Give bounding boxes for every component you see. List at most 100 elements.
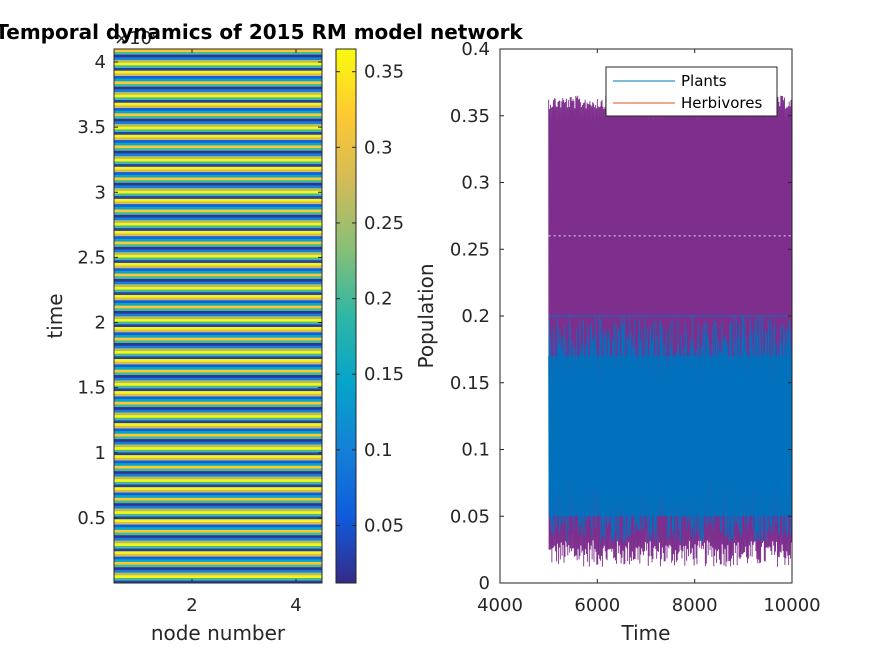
heatmap-stripe: [114, 62, 322, 66]
heatmap-stripe: [114, 97, 322, 101]
heatmap-stripe: [114, 134, 322, 138]
heatmap-y-label: time: [43, 293, 67, 338]
heatmap-stripe: [114, 230, 322, 234]
heatmap-stripe: [114, 171, 322, 175]
heatmap-y-tick-label: 3: [95, 182, 106, 203]
heatmap-stripe: [114, 532, 322, 536]
heatmap-stripe: [114, 444, 322, 448]
heatmap-stripe: [114, 470, 322, 474]
heatmap-stripe: [114, 412, 322, 416]
heatmap-stripe: [114, 326, 322, 330]
heatmap-stripe: [114, 118, 322, 122]
heatmap-stripe: [114, 225, 322, 229]
heatmap-stripe: [114, 516, 322, 520]
lineplot-x-tick-label: 6000: [574, 595, 620, 616]
heatmap-stripe: [114, 246, 322, 250]
heatmap-stripe: [114, 139, 322, 143]
heatmap-stripe: [114, 278, 322, 282]
heatmap-stripe: [114, 305, 322, 309]
heatmap-stripe: [114, 537, 322, 541]
heatmap-stripe: [114, 251, 322, 255]
heatmap-stripe: [114, 177, 322, 181]
heatmap-stripe: [114, 457, 322, 461]
lineplot-y-label: Population: [414, 263, 438, 368]
heatmap-stripe: [114, 574, 322, 578]
heatmap-stripe: [114, 489, 322, 493]
heatmap-stripe: [114, 273, 322, 277]
heatmap-x-label: node number: [151, 621, 286, 645]
heatmap-stripe: [114, 441, 322, 445]
heatmap-stripe: [114, 211, 322, 215]
heatmap-stripe: [114, 518, 322, 522]
heatmap-stripe: [114, 356, 322, 360]
heatmap-stripe: [114, 460, 322, 464]
heatmap-stripe: [114, 203, 322, 207]
heatmap-stripe: [114, 150, 322, 154]
heatmap-stripe: [114, 126, 322, 130]
heatmap-stripe: [114, 366, 322, 370]
heatmap-y-tick-label: 2: [95, 313, 106, 334]
heatmap-stripe: [114, 94, 322, 98]
heatmap-stripe: [114, 307, 322, 311]
heatmap-stripe: [114, 113, 322, 117]
heatmap-stripe: [114, 70, 322, 74]
heatmap-stripe: [114, 486, 322, 490]
heatmap-stripe: [114, 190, 322, 194]
heatmap-stripe: [114, 310, 322, 314]
heatmap-stripe: [114, 329, 322, 333]
colorbar-tick-label: 0.15: [364, 364, 404, 385]
heatmap-stripe: [114, 286, 322, 290]
heatmap-stripe: [114, 259, 322, 263]
heatmap-stripe: [114, 110, 322, 114]
heatmap-stripe: [114, 187, 322, 191]
heatmap-stripe: [114, 57, 322, 60]
heatmap-stripe: [114, 65, 322, 68]
heatmap-stripe: [114, 353, 322, 357]
heatmap-stripe: [114, 147, 322, 151]
heatmap-stripe: [114, 521, 322, 525]
heatmap-stripe: [114, 374, 322, 378]
colorbar-tick-label: 0.25: [364, 213, 404, 234]
heatmap-stripe: [114, 321, 322, 325]
heatmap-stripe: [114, 481, 322, 485]
colorbar-tick-label: 0.2: [364, 289, 393, 310]
heatmap-stripe: [114, 524, 322, 528]
heatmap-stripe: [114, 324, 322, 327]
lineplot-y-tick-label: 0.4: [461, 39, 490, 60]
heatmap-stripe: [114, 364, 322, 368]
heatmap-stripe: [114, 275, 322, 279]
heatmap-stripe: [114, 49, 322, 52]
heatmap-stripe: [114, 492, 322, 496]
lineplot-y-tick-label: 0.05: [450, 506, 490, 527]
heatmap-y-tick-label: 0.5: [77, 508, 106, 529]
heatmap-stripe: [114, 398, 322, 402]
heatmap-stripe: [114, 577, 322, 581]
heatmap-stripe: [114, 350, 322, 354]
heatmap-stripe: [114, 580, 322, 583]
heatmap-stripe: [114, 369, 322, 373]
heatmap-stripe: [114, 534, 322, 538]
colorbar-tick-label: 0.35: [364, 62, 404, 83]
heatmap-stripe: [114, 484, 322, 488]
heatmap-stripe: [114, 262, 322, 266]
heatmap-stripe: [114, 131, 322, 135]
heatmap-stripe: [114, 73, 322, 76]
heatmap-stripe: [114, 428, 322, 432]
heatmap-stripe: [114, 206, 322, 210]
heatmap-stripe: [114, 270, 322, 274]
heatmap-stripe: [114, 297, 322, 301]
heatmap-stripe: [114, 219, 322, 223]
lineplot-x-label: Time: [621, 621, 671, 645]
heatmap-stripe: [114, 548, 322, 552]
heatmap-stripe: [114, 433, 322, 437]
heatmap-stripe: [114, 494, 322, 498]
heatmap-stripe: [114, 145, 322, 149]
heatmap-stripe: [114, 513, 322, 517]
plants-dense-band: [548, 356, 792, 517]
heatmap-x-tick-label: 4: [290, 595, 301, 616]
heatmap-stripe: [114, 209, 322, 213]
lineplot-series: [548, 95, 792, 567]
heatmap-stripe: [114, 500, 322, 504]
heatmap-stripe: [114, 540, 322, 544]
heatmap-stripe: [114, 425, 322, 429]
